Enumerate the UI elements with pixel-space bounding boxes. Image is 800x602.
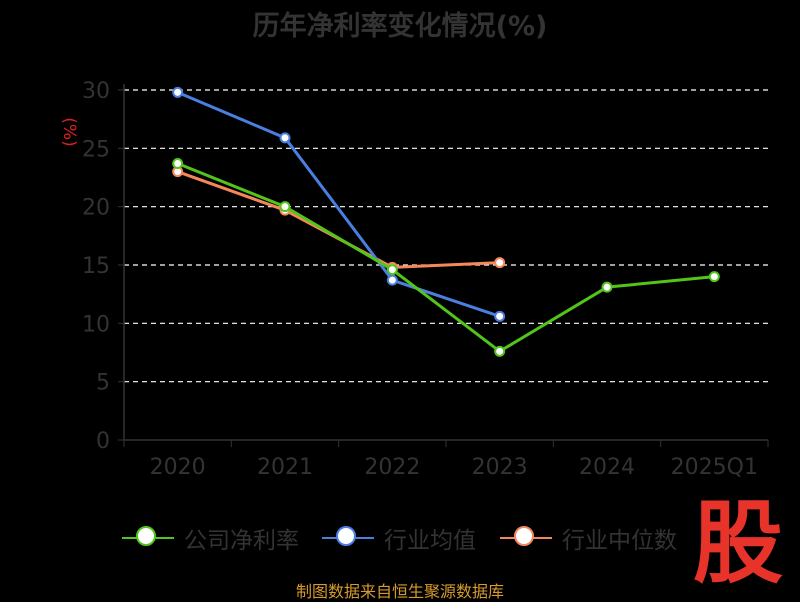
- legend-line-company: [122, 526, 174, 546]
- data-point-industry-avg-2020: [172, 86, 184, 98]
- y-tick-label-10: 10: [82, 312, 110, 337]
- data-point-industry-avg-2023: [494, 310, 506, 322]
- x-tick-label-2024: 2024: [579, 455, 635, 480]
- legend-item-industry-median[interactable]: 行业中位数: [500, 518, 677, 558]
- data-point-industry-avg-2022: [386, 274, 398, 286]
- y-axis-label: (%): [59, 117, 79, 146]
- chart-title: 历年净利率变化情况(%): [252, 11, 548, 42]
- legend-item-company[interactable]: 公司净利率: [122, 518, 299, 558]
- data-source-note: 制图数据来自恒生聚源数据库: [295, 582, 504, 601]
- series-line-industry-avg: [177, 90, 501, 318]
- legend-label-company: 公司净利率: [184, 528, 299, 554]
- y-tick-label-20: 20: [82, 196, 110, 221]
- legend-line-industry-median: [500, 526, 552, 546]
- legend-label-industry-median: 行业中位数: [562, 528, 677, 554]
- x-tick-label-2020: 2020: [150, 455, 206, 480]
- y-tick-label-25: 25: [82, 137, 110, 162]
- x-tick-label-2022: 2022: [364, 455, 420, 480]
- data-point-company-2023: [494, 345, 506, 357]
- data-point-company-2020: [172, 158, 184, 169]
- legend-item-industry-avg[interactable]: 行业均值: [322, 518, 476, 558]
- x-tick-label-2021: 2021: [257, 455, 313, 480]
- data-point-company-2022: [386, 264, 398, 276]
- y-tick-label-5: 5: [96, 371, 110, 396]
- data-point-company-2025Q1: [708, 271, 720, 283]
- x-tick-label-2023: 2023: [472, 455, 528, 480]
- legend-dot-company: [136, 526, 156, 546]
- chart-legend: 公司净利率 行业均值 行业中位数: [0, 518, 680, 558]
- series-line-company: [177, 162, 715, 353]
- data-point-industry-median-2023: [494, 257, 506, 269]
- data-point-industry-avg-2021: [279, 132, 291, 144]
- y-tick-label-15: 15: [82, 254, 110, 279]
- legend-dot-industry-median: [514, 526, 534, 546]
- data-point-company-2024: [601, 281, 613, 293]
- legend-dot-industry-avg: [336, 526, 356, 546]
- x-tick-label-2025Q1: 2025Q1: [671, 455, 758, 480]
- legend-label-industry-avg: 行业均值: [384, 528, 476, 554]
- y-tick-label-0: 0: [96, 429, 110, 454]
- y-tick-label-30: 30: [82, 79, 110, 104]
- legend-line-industry-avg: [322, 526, 374, 546]
- series-line-industry-median: [177, 170, 500, 269]
- brand-logo: 股: [693, 491, 783, 596]
- data-point-company-2021: [279, 201, 291, 213]
